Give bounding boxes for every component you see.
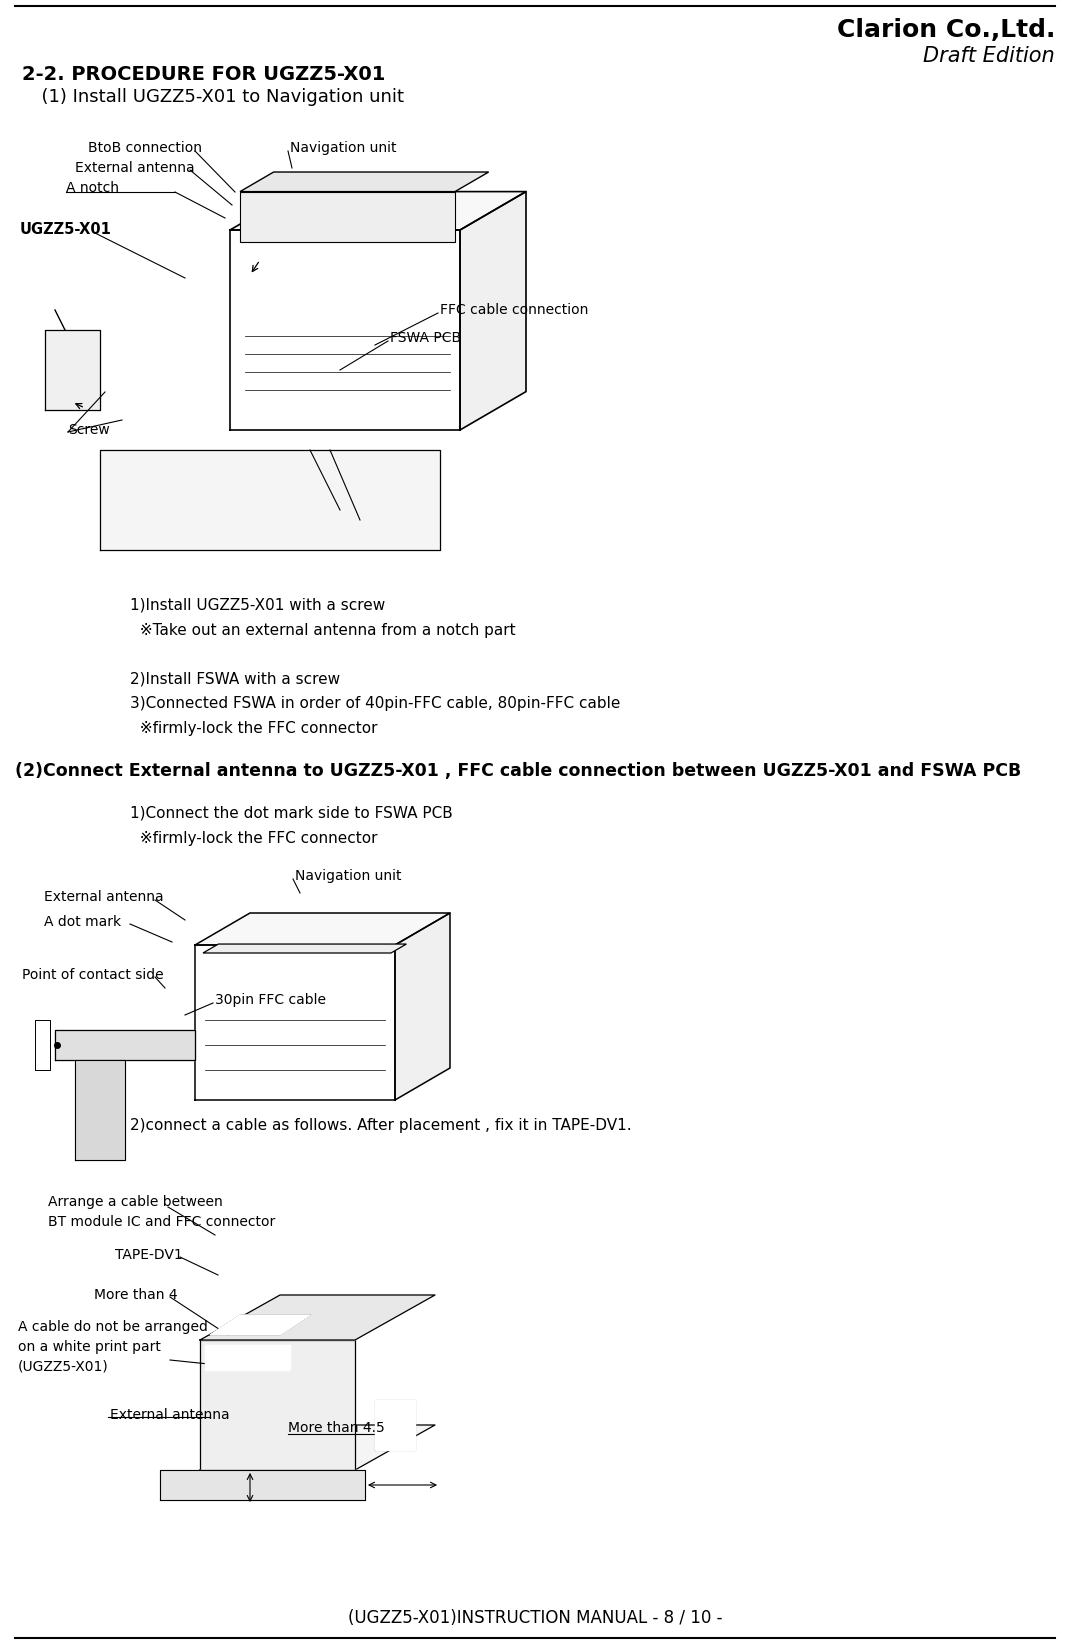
Polygon shape: [205, 1345, 290, 1369]
Text: FFC cable connection: FFC cable connection: [440, 302, 588, 317]
Polygon shape: [160, 1470, 365, 1499]
Polygon shape: [200, 1295, 435, 1340]
Text: UGZZ5-X01: UGZZ5-X01: [20, 222, 112, 237]
Text: Navigation unit: Navigation unit: [295, 870, 401, 883]
Text: Clarion Co.,Ltd.: Clarion Co.,Ltd.: [837, 18, 1055, 43]
Polygon shape: [100, 450, 440, 551]
Text: (UGZZ5-X01)INSTRUCTION MANUAL - 8 / 10 -: (UGZZ5-X01)INSTRUCTION MANUAL - 8 / 10 -: [348, 1609, 722, 1628]
Text: External antenna: External antenna: [75, 161, 195, 174]
Polygon shape: [240, 192, 455, 242]
Text: Point of contact side: Point of contact side: [22, 968, 164, 981]
Text: 30pin FFC cable: 30pin FFC cable: [215, 993, 326, 1008]
Text: 2-2. PROCEDURE FOR UGZZ5-X01: 2-2. PROCEDURE FOR UGZZ5-X01: [22, 66, 385, 84]
Text: External antenna: External antenna: [44, 889, 164, 904]
Polygon shape: [45, 330, 100, 409]
Polygon shape: [374, 1401, 415, 1450]
Polygon shape: [395, 912, 450, 1100]
Text: 1)Connect the dot mark side to FSWA PCB
  ※firmly-lock the FFC connector: 1)Connect the dot mark side to FSWA PCB …: [129, 806, 453, 845]
Text: More than 4: More than 4: [94, 1287, 178, 1302]
Polygon shape: [195, 912, 450, 945]
Text: Screw: Screw: [68, 423, 110, 437]
Text: A notch: A notch: [66, 181, 119, 196]
Text: A dot mark: A dot mark: [44, 916, 121, 929]
Polygon shape: [210, 1315, 310, 1335]
Text: A cable do not be arranged
on a white print part
(UGZZ5-X01): A cable do not be arranged on a white pr…: [18, 1320, 208, 1373]
Text: (2)Connect External antenna to UGZZ5-X01 , FFC cable connection between UGZZ5-X0: (2)Connect External antenna to UGZZ5-X01…: [15, 763, 1021, 779]
Polygon shape: [230, 192, 526, 230]
Polygon shape: [460, 192, 526, 431]
Text: (1) Install UGZZ5-X01 to Navigation unit: (1) Install UGZZ5-X01 to Navigation unit: [30, 89, 404, 105]
Text: Arrange a cable between
BT module IC and FFC connector: Arrange a cable between BT module IC and…: [48, 1195, 275, 1228]
Text: External antenna: External antenna: [110, 1407, 230, 1422]
Polygon shape: [75, 1060, 125, 1161]
Text: More than 4.5: More than 4.5: [288, 1420, 385, 1435]
Text: BtoB connection: BtoB connection: [88, 141, 202, 155]
Text: TAPE-DV1: TAPE-DV1: [114, 1248, 183, 1263]
Text: Draft Edition: Draft Edition: [923, 46, 1055, 66]
Polygon shape: [240, 173, 489, 192]
Polygon shape: [200, 1340, 355, 1470]
Polygon shape: [200, 1425, 435, 1470]
Text: Navigation unit: Navigation unit: [290, 141, 397, 155]
Polygon shape: [203, 944, 407, 954]
Text: FSWA PCB: FSWA PCB: [389, 330, 461, 345]
Polygon shape: [55, 1031, 195, 1060]
Text: 1)Install UGZZ5-X01 with a screw
  ※Take out an external antenna from a notch pa: 1)Install UGZZ5-X01 with a screw ※Take o…: [129, 598, 621, 737]
Text: 2)connect a cable as follows. After placement , fix it in TAPE-DV1.: 2)connect a cable as follows. After plac…: [129, 1118, 631, 1133]
